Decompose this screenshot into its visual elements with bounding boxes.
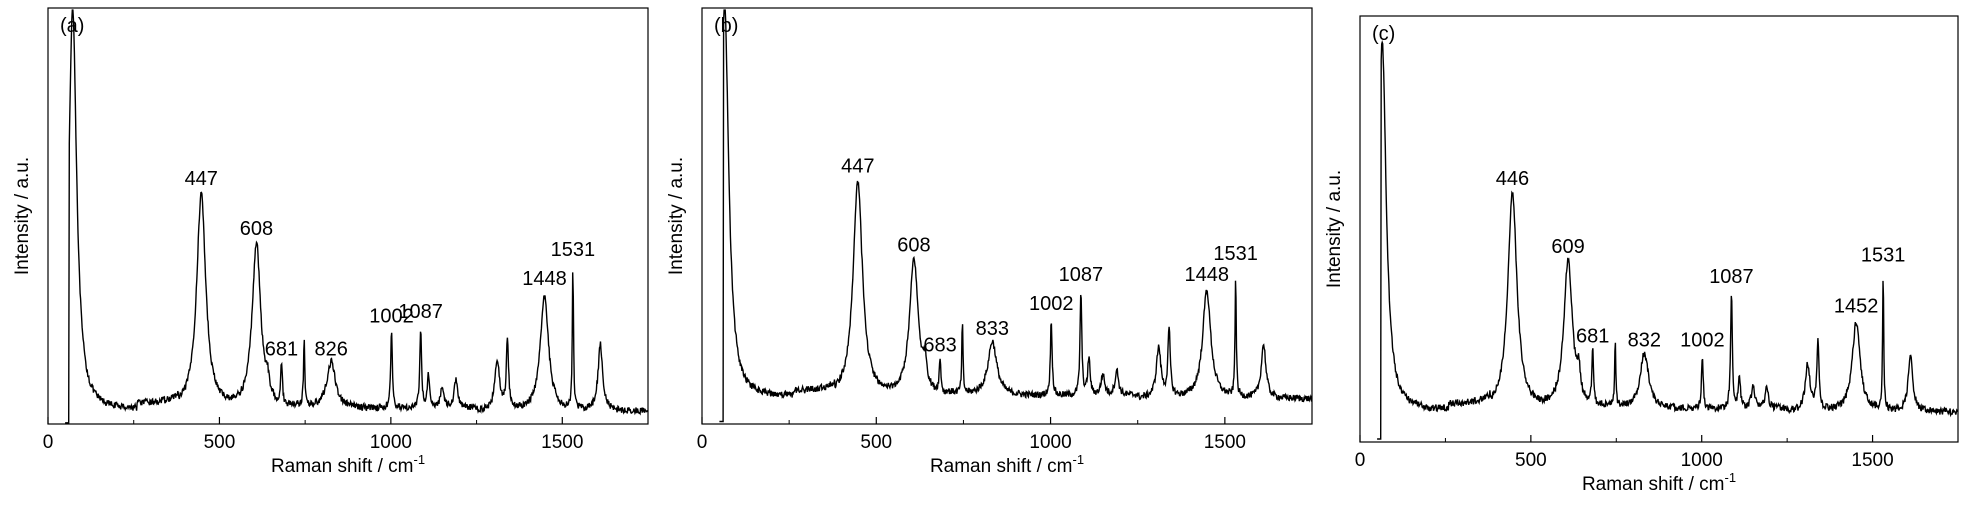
peak-label: 1002 (1029, 293, 1074, 315)
plot-frame (47, 7, 649, 425)
peak-label: 1531 (1861, 244, 1906, 266)
peak-label: 1531 (1213, 243, 1258, 265)
plot-frame (1359, 15, 1959, 443)
peak-label: 1448 (1184, 264, 1229, 286)
peak-label: 1002 (1680, 330, 1725, 352)
x-tick-label: 1000 (370, 432, 412, 453)
x-tick-label: 0 (697, 432, 708, 453)
spectrum-line (65, 9, 649, 424)
panel-label: (a) (60, 15, 84, 37)
peak-label: 1531 (551, 239, 596, 261)
x-tick-label: 1500 (1851, 450, 1893, 471)
y-axis-title: Intensity / a.u. (12, 157, 33, 275)
peak-label: 608 (897, 235, 930, 257)
panel-label: (b) (714, 15, 738, 37)
x-tick-label: 0 (1355, 450, 1366, 471)
peak-label: 446 (1496, 168, 1529, 190)
peak-label: 833 (976, 318, 1009, 340)
peak-label: 447 (841, 156, 874, 178)
y-axis-title: Intensity / a.u. (666, 157, 687, 275)
peak-label: 683 (923, 335, 956, 357)
x-axis-title: Raman shift / cm-1 (930, 452, 1084, 477)
x-tick-label: 500 (1515, 450, 1547, 471)
x-tick-label: 1000 (1681, 450, 1723, 471)
x-tick-label: 1500 (1204, 432, 1246, 453)
spectrum-line (719, 9, 1313, 423)
peak-label: 447 (185, 168, 218, 190)
x-tick-label: 500 (860, 432, 892, 453)
peak-label: 1087 (398, 301, 443, 323)
x-tick-label: 500 (204, 432, 236, 453)
peak-label: 608 (240, 218, 273, 240)
peak-label: 681 (265, 339, 298, 361)
peak-label: 681 (1576, 325, 1609, 347)
panel-label: (c) (1372, 23, 1395, 45)
peak-label: 1087 (1709, 266, 1754, 288)
spectrum-line (1377, 40, 1959, 440)
peak-label: 1448 (522, 268, 567, 290)
x-tick-label: 0 (43, 432, 54, 453)
chart-panel-2: 0 500 1000 1500 (b) Raman shift / cm-1 Intensi… (666, 7, 1313, 477)
peak-label: 1452 (1834, 296, 1879, 318)
x-tick-label: 1500 (541, 432, 583, 453)
peak-label: 826 (315, 339, 348, 361)
peak-label: 1002 (369, 305, 414, 327)
chart-panel-3: 0 500 1000 1500 (c) Raman shift / cm-1 Intensi… (1324, 15, 1959, 495)
plot-frame (701, 7, 1313, 425)
x-axis-title: Raman shift / cm-1 (1582, 470, 1736, 495)
x-tick-label: 1000 (1029, 432, 1071, 453)
chart-panel-1: 0 500 1000 1500 (a) Raman shift / cm-1 Intensi… (12, 7, 649, 477)
peak-label: 609 (1551, 236, 1584, 258)
x-axis-title: Raman shift / cm-1 (271, 452, 425, 477)
y-axis-title: Intensity / a.u. (1324, 170, 1345, 288)
peak-label: 832 (1628, 330, 1661, 352)
peak-label: 1087 (1059, 264, 1104, 286)
